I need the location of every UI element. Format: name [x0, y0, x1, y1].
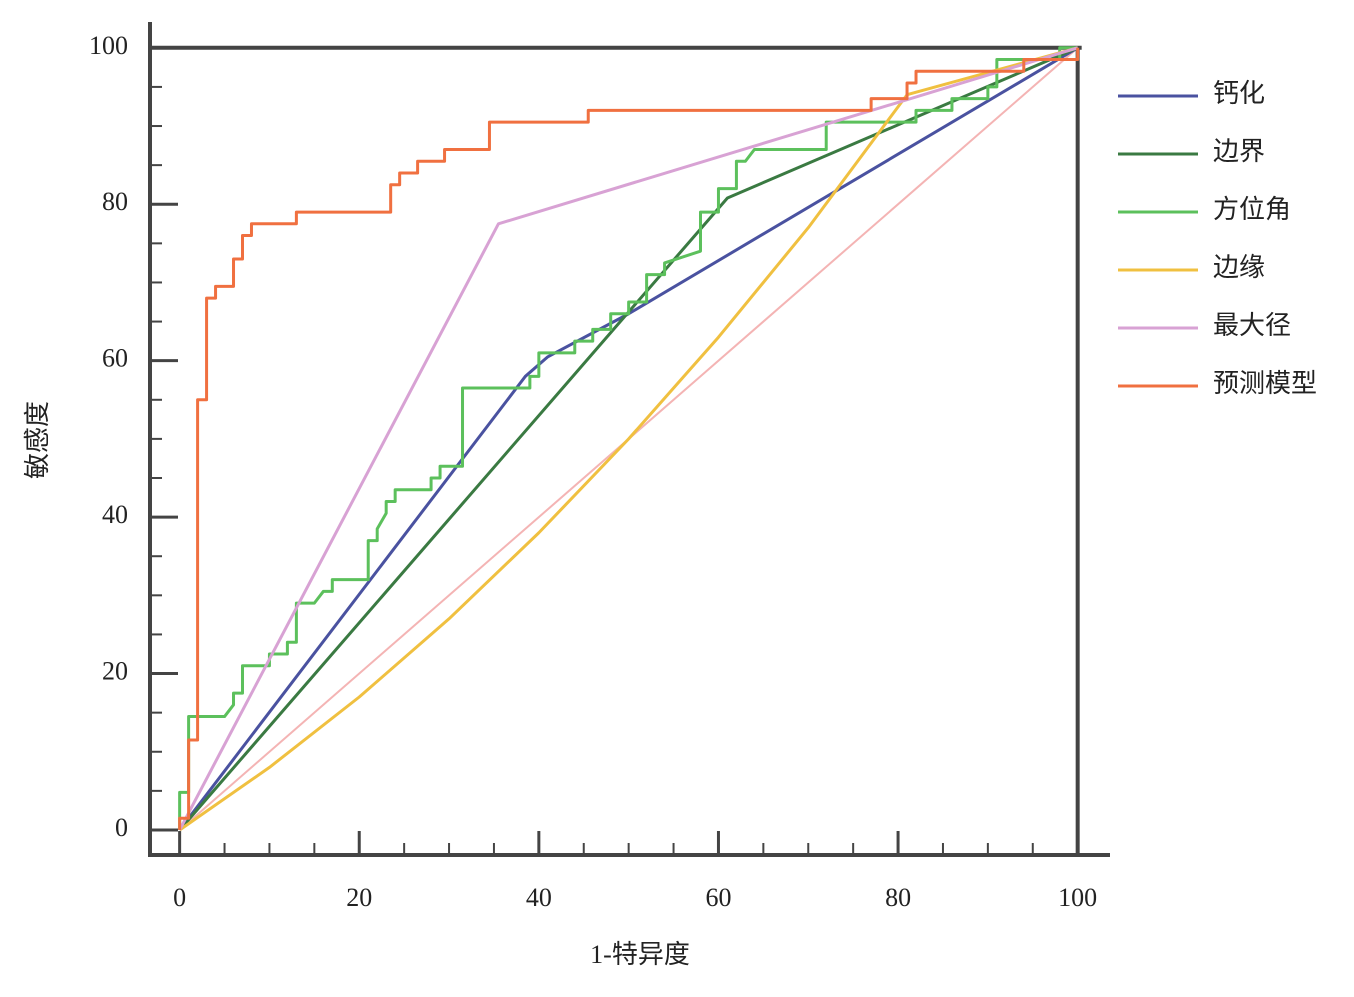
series-line — [178, 46, 1078, 830]
y-tick-label: 0 — [115, 813, 128, 842]
legend-label: 方位角 — [1213, 195, 1291, 224]
series-line — [178, 46, 1079, 832]
x-tick-label: 40 — [526, 883, 552, 912]
y-tick-label: 100 — [89, 31, 128, 60]
legend-label: 钙化 — [1213, 79, 1265, 108]
series-line — [178, 46, 1079, 831]
y-tick-label: 80 — [102, 187, 128, 216]
x-tick-label: 80 — [885, 883, 911, 912]
legend-label: 边界 — [1213, 137, 1265, 166]
y-tick-label: 60 — [102, 344, 128, 373]
series-line — [178, 47, 1080, 830]
legend-label: 预测模型 — [1213, 369, 1317, 398]
y-tick-label: 20 — [102, 657, 128, 686]
y-tick-label: 40 — [102, 500, 128, 529]
x-tick-label: 20 — [346, 883, 372, 912]
x-tick-label: 0 — [173, 883, 186, 912]
x-tick-label: 100 — [1058, 883, 1097, 912]
legend-label: 最大径 — [1213, 311, 1291, 340]
legend-label: 边缘 — [1213, 253, 1265, 282]
x-axis-label: 1-特异度 — [590, 940, 690, 969]
y-axis-label: 敏感度 — [23, 401, 52, 479]
x-tick-label: 60 — [705, 883, 731, 912]
series-line — [178, 46, 1079, 831]
